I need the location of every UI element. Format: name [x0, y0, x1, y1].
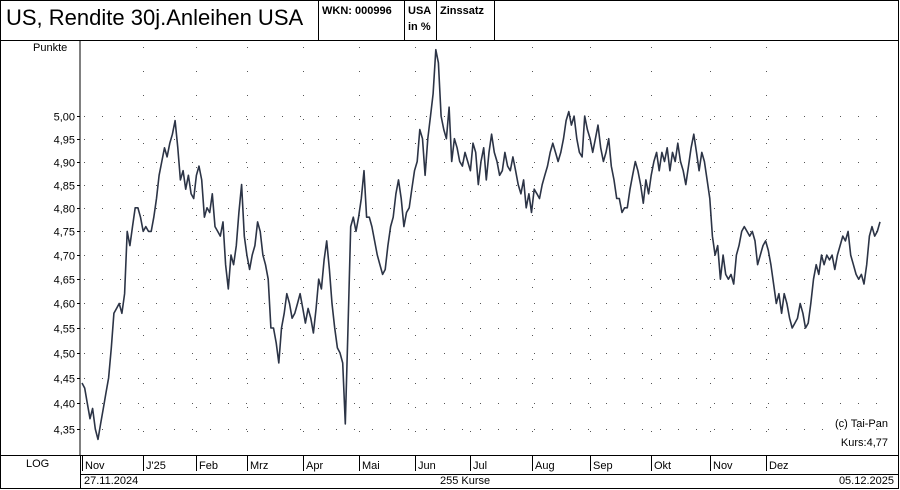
y-tick-label: 4,70	[54, 251, 75, 263]
x-tick-label: Mai	[362, 460, 380, 472]
footer-vertical-divider	[80, 455, 81, 489]
y-tick-label: 4,45	[54, 374, 75, 386]
x-tick-label: J'25	[146, 460, 166, 472]
y-tick-label: 4,80	[54, 204, 75, 216]
y-tick-label: 4,75	[54, 227, 75, 239]
y-tick-label: 4,35	[54, 425, 75, 437]
y-tick-label: 4,50	[54, 349, 75, 361]
y-tick-label: 4,65	[54, 275, 75, 287]
y-tick-label: 4,90	[54, 158, 75, 170]
x-tick-label: Dez	[769, 460, 789, 472]
quote-count: 255 Kurse	[440, 475, 490, 487]
x-tick-label: Nov	[713, 460, 733, 472]
series-line	[82, 50, 880, 440]
y-tick-label: 5,00	[54, 112, 75, 124]
x-tick-label: Jul	[473, 460, 487, 472]
footer-divider	[0, 455, 899, 456]
y-tick-label: 4,60	[54, 299, 75, 311]
last-price-text: Kurs:4,77	[841, 437, 888, 449]
start-date: 27.11.2024	[84, 475, 138, 487]
x-tick-label: Aug	[535, 460, 555, 472]
x-tick-label: Nov	[85, 460, 105, 472]
x-tick-label: Feb	[199, 460, 218, 472]
y-tick-label: 4,55	[54, 324, 75, 336]
scale-label: LOG	[26, 458, 49, 470]
x-tick-label: Sep	[593, 460, 613, 472]
x-tick-label: Apr	[306, 460, 323, 472]
copyright-text: (c) Tai-Pan	[835, 418, 888, 430]
y-tick-label: 4,40	[54, 399, 75, 411]
y-tick-label: 4,85	[54, 181, 75, 193]
y-tick-label: 4,95	[54, 135, 75, 147]
end-date: 05.12.2025	[839, 475, 894, 487]
x-tick-label: Okt	[654, 460, 671, 472]
x-tick-label: Mrz	[250, 460, 268, 472]
x-tick-label: Jun	[418, 460, 436, 472]
